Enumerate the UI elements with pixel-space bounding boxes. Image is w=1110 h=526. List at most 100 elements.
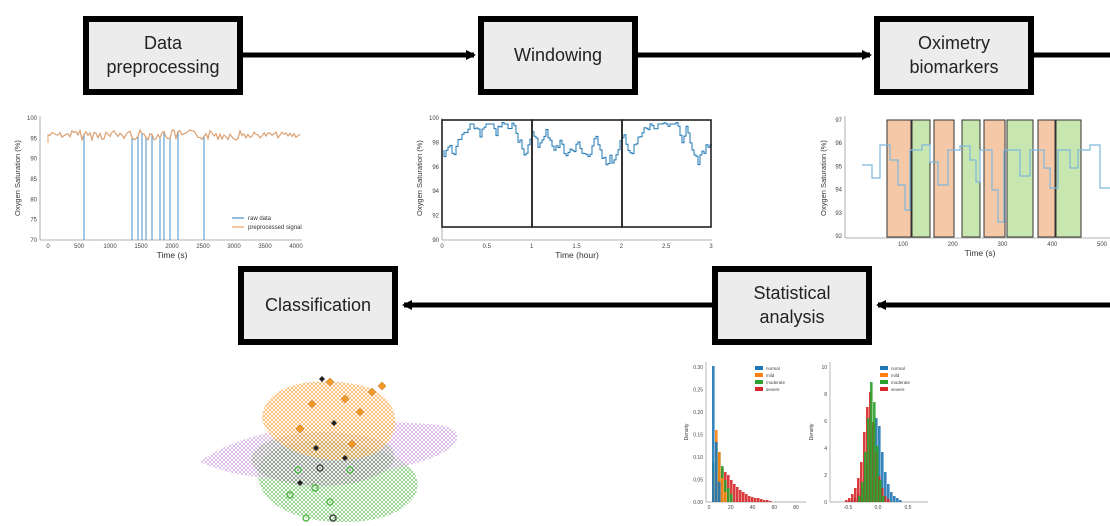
- histogram-bar: [727, 488, 730, 502]
- histogram-bar: [884, 496, 887, 502]
- legend-swatch: [755, 380, 763, 384]
- y-tick-label: 0.20: [693, 410, 703, 416]
- histogram-bar: [887, 484, 890, 502]
- x-tick-label: 300: [997, 242, 1008, 248]
- y-tick-label: 97: [835, 118, 842, 124]
- histogram-bar: [899, 500, 902, 502]
- event-desat-1: [886, 119, 912, 238]
- x-tick-label: 2: [620, 244, 624, 250]
- box-classification: Classification: [238, 266, 398, 345]
- x-tick-label: 3500: [258, 244, 272, 250]
- legend-label: normal: [766, 366, 780, 371]
- histogram-right-x-ticks: -0.5 0.0 0.5: [844, 505, 912, 511]
- histogram-bar: [721, 478, 724, 502]
- histogram-left-y-ticks: 0.00 0.05 0.10 0.15 0.20 0.25 0.30: [693, 365, 703, 506]
- event-resat-3: [1006, 119, 1034, 238]
- y-tick-label: 10: [821, 365, 827, 371]
- legend-label: normal: [891, 366, 905, 371]
- histogram-bar: [848, 498, 851, 502]
- event-resat-2: [961, 119, 981, 238]
- legend-swatch: [880, 380, 888, 384]
- y-tick-label: 0: [824, 500, 827, 506]
- legend-swatch: [755, 373, 763, 377]
- classification-3d-plot: [200, 376, 458, 523]
- x-tick-label: 4000: [289, 244, 303, 250]
- x-tick-label: 500: [1097, 242, 1108, 248]
- legend-label: mild: [766, 373, 775, 378]
- y-tick-label: 96: [835, 141, 842, 147]
- plot3-xlabel: Time (s): [965, 248, 996, 258]
- histogram-bar: [881, 488, 884, 502]
- legend-label: mild: [891, 373, 900, 378]
- histogram-bar: [736, 487, 739, 502]
- x-tick-label: 3: [709, 244, 713, 250]
- histogram-bar: [881, 452, 884, 502]
- legend-label: severe: [891, 387, 905, 392]
- histogram-bar: [873, 402, 876, 502]
- y-tick-label: 98: [432, 140, 439, 146]
- scatter-orange: [295, 377, 387, 449]
- x-tick-label: 2.5: [662, 244, 671, 250]
- x-tick-label: 1.5: [572, 244, 581, 250]
- histogram-bar: [876, 446, 879, 502]
- histogram-bar: [739, 490, 742, 502]
- x-tick-label: 1000: [103, 244, 117, 250]
- x-tick-label: 0.0: [875, 505, 882, 511]
- x-tick-label: 0.5: [483, 244, 492, 250]
- plot1-xlabel: Time (s): [157, 250, 188, 260]
- plot1-pre-series: [47, 128, 301, 143]
- x-tick-label: 100: [898, 242, 909, 248]
- x-tick-label: 0: [708, 505, 711, 511]
- histogram-bar: [882, 496, 885, 502]
- x-tick-label: 500: [74, 244, 85, 250]
- plot1-ylabel: Oxygen Saturation (%): [13, 140, 22, 216]
- scatter-gray: [316, 464, 337, 522]
- event-desat-3: [983, 119, 1006, 238]
- event-resat-1: [911, 119, 931, 238]
- window-3: [621, 119, 712, 228]
- y-tick-label: 90: [432, 238, 439, 244]
- y-tick-label: 94: [432, 189, 439, 195]
- y-tick-label: 92: [432, 214, 439, 220]
- x-tick-label: 0.5: [905, 505, 912, 511]
- plot-raw-preprocessed: 70 75 80 85 90 95 100 0 500 1000 1500 2000 2500 3000…: [0, 105, 320, 265]
- box-data-preprocessing: Data preprocessing: [83, 16, 243, 95]
- x-tick-label: 1500: [134, 244, 148, 250]
- legend-label: moderate: [891, 380, 911, 385]
- box-windowing: Windowing: [478, 16, 638, 95]
- legend-swatch: [755, 387, 763, 391]
- histogram-bar: [766, 500, 769, 502]
- plot3-y-ticks: 92 93 94 95 96 97: [835, 118, 842, 240]
- histogram-right-legend: normal mild moderate severe: [880, 366, 911, 392]
- histogram-bar: [870, 382, 873, 502]
- x-tick-label: 0: [46, 244, 50, 250]
- plot1-legend-pre: preprocessed signal: [248, 225, 302, 231]
- plot2-y-ticks: 90 92 94 96 98 100: [429, 116, 440, 244]
- histogram-bar: [745, 494, 748, 502]
- histogram-bar: [748, 496, 751, 502]
- x-tick-label: 80: [793, 505, 799, 511]
- histogram-bar: [754, 498, 757, 502]
- plot3-x-ticks: 100 200 300 400 500: [898, 242, 1108, 248]
- surface-orange: [262, 381, 396, 460]
- histogram-bar: [769, 501, 772, 502]
- histogram-bar: [890, 492, 893, 502]
- x-tick-label: 2500: [196, 244, 210, 250]
- y-tick-label: 93: [835, 211, 842, 217]
- histogram-bar: [730, 494, 733, 502]
- box-oximetry-biomarkers: Oximetry biomarkers: [874, 16, 1034, 95]
- plot-oximetry-events: 92 93 94 95 96 97 100 200 300 400 500 Oxygen Satu…: [819, 116, 1110, 258]
- histogram-bar: [712, 366, 715, 502]
- histogram-bar: [896, 498, 899, 502]
- histogram-bar: [845, 500, 848, 502]
- histogram-bar: [733, 484, 736, 502]
- y-tick-label: 100: [27, 116, 38, 122]
- histogram-bar: [730, 480, 733, 502]
- event-desat-2: [933, 119, 955, 238]
- y-tick-label: 95: [835, 164, 842, 170]
- legend-swatch: [880, 366, 888, 370]
- histogram-right-y-ticks: 0 2 4 6 8 10: [821, 365, 827, 506]
- y-tick-label: 0.00: [693, 500, 703, 506]
